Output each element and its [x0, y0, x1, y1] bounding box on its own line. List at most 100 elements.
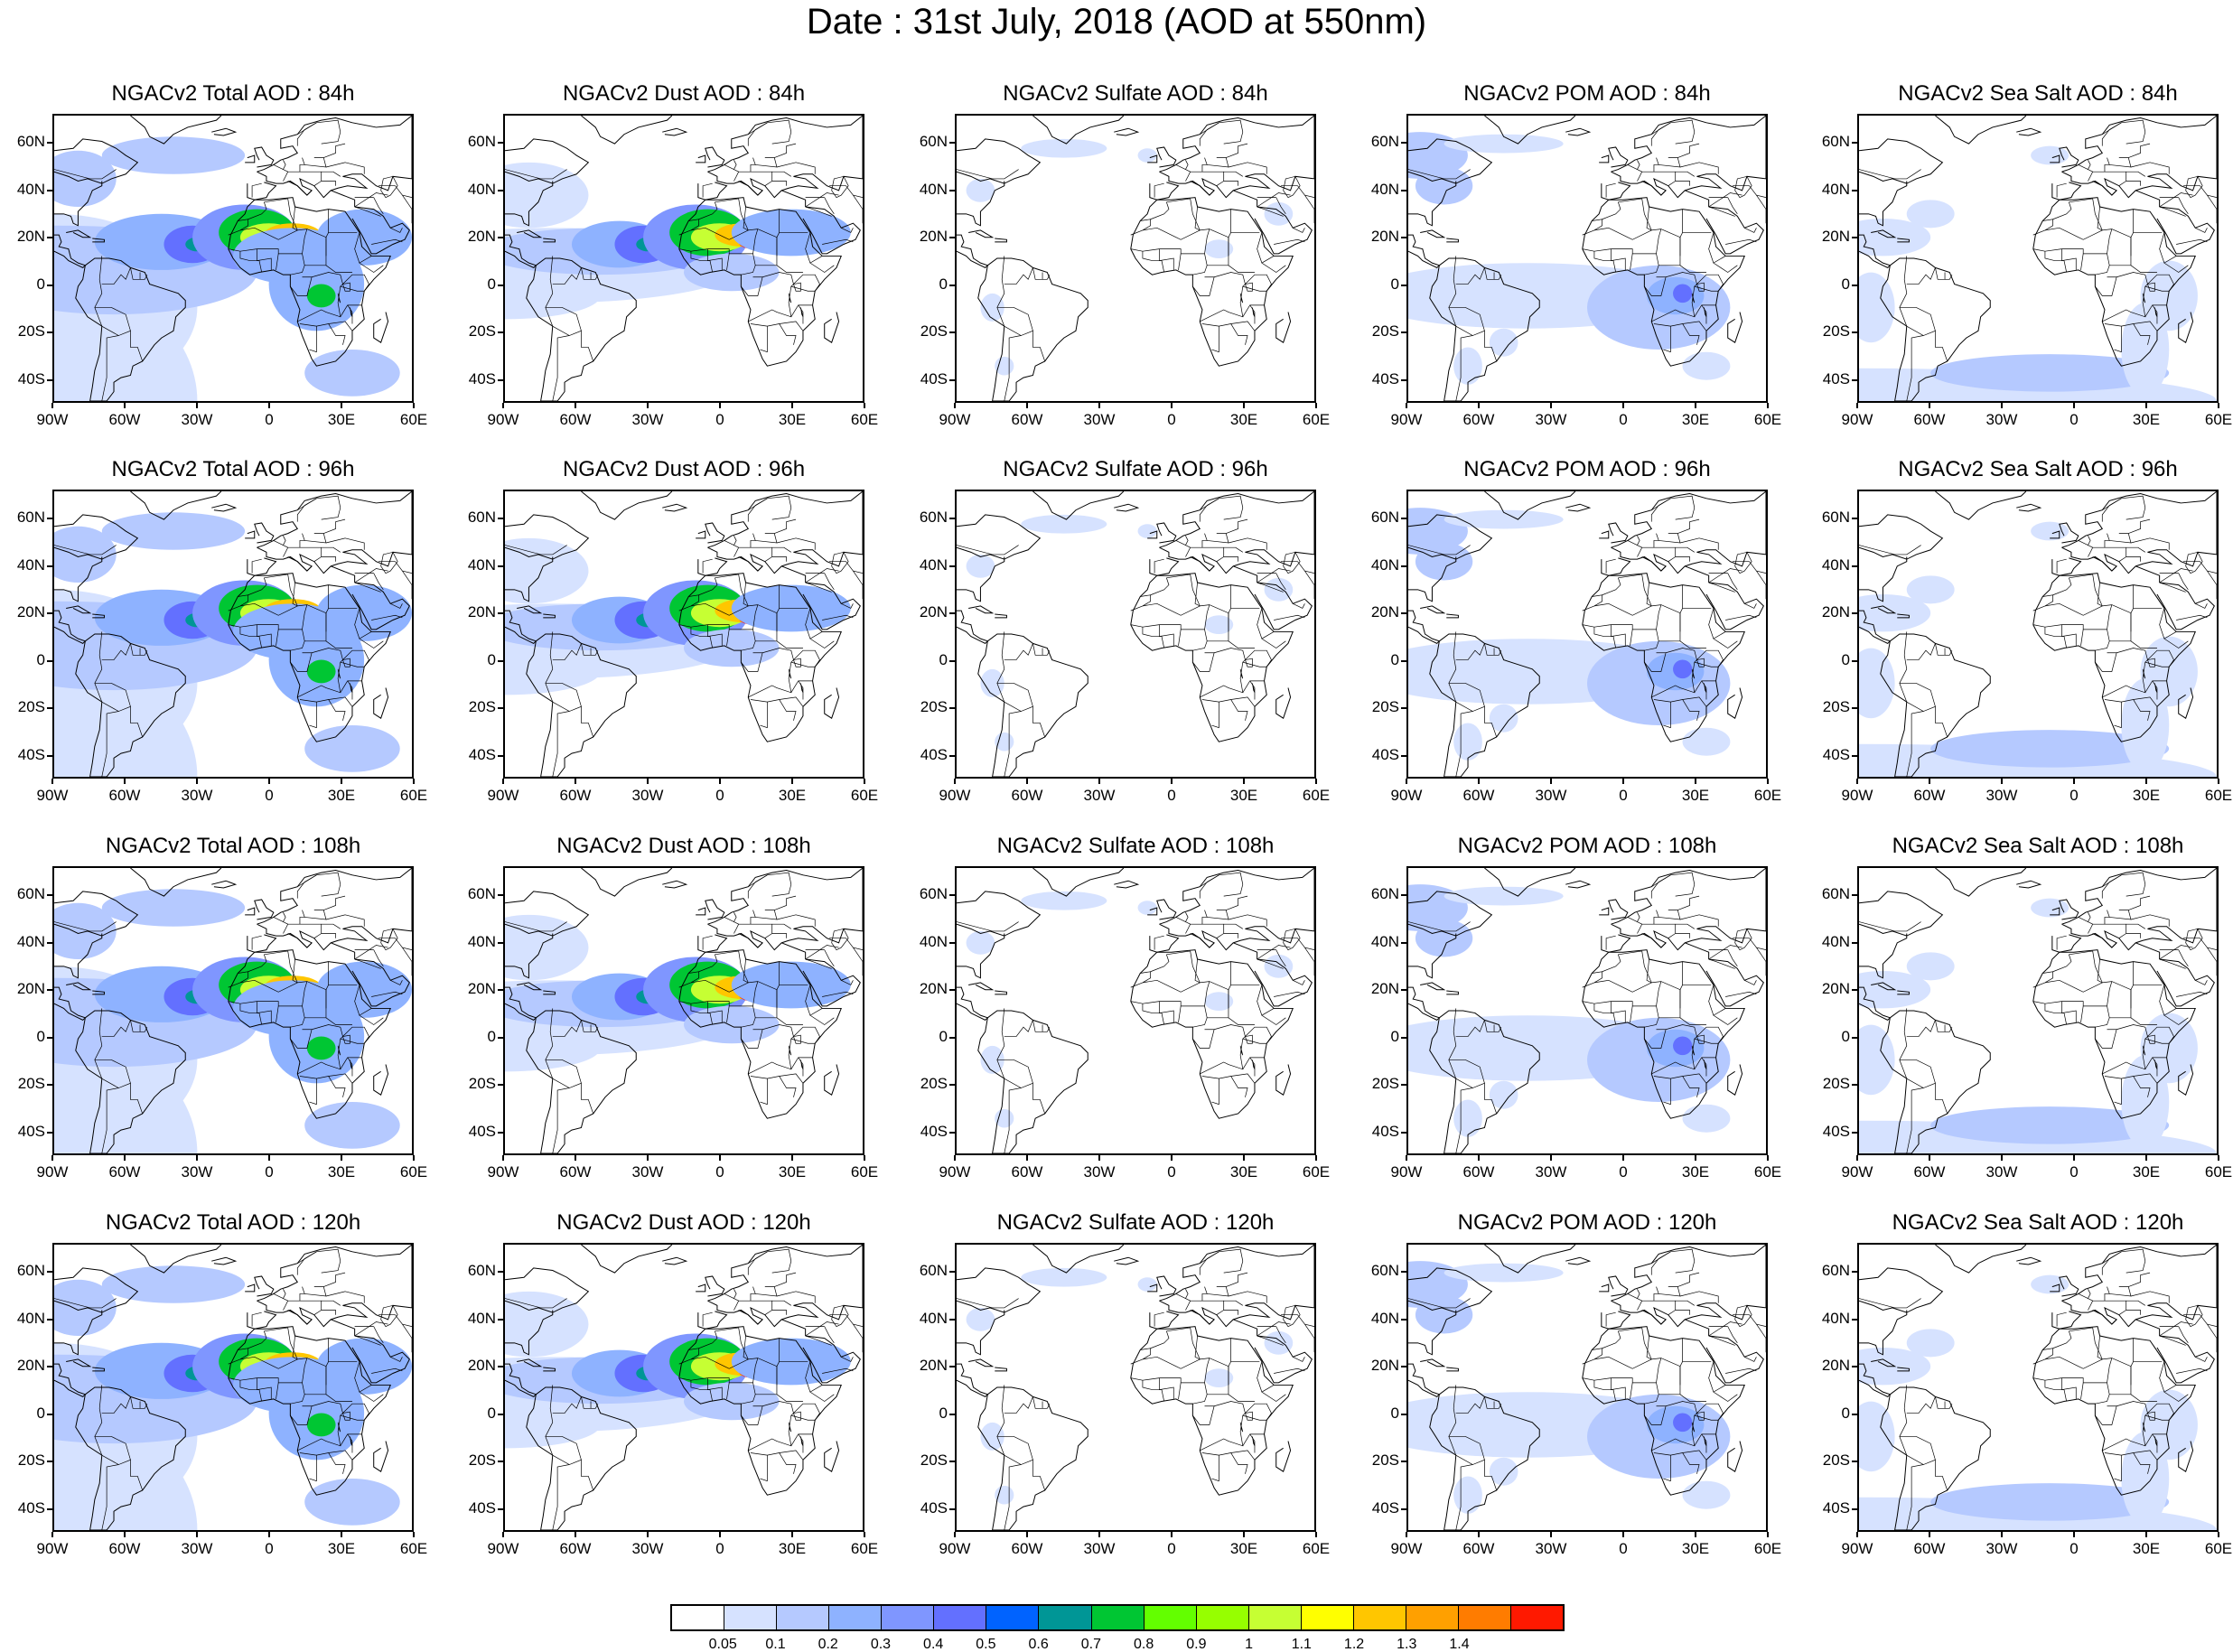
country-border	[1675, 171, 1695, 177]
aod-shading	[1204, 239, 1234, 258]
country-border	[1214, 1401, 1246, 1414]
lat-tick-label: 40N	[1370, 932, 1399, 950]
country-border	[1630, 1382, 1633, 1399]
country-border	[1226, 895, 1248, 910]
country-border	[1701, 304, 1707, 324]
country-border	[957, 921, 1019, 932]
lat-tick	[1401, 707, 1406, 710]
country-border	[678, 624, 777, 642]
country-border	[1484, 643, 1495, 656]
coastline	[373, 1064, 389, 1096]
country-border	[299, 321, 353, 331]
coastline	[1130, 1326, 1294, 1496]
coastline	[351, 1335, 410, 1384]
country-border	[1190, 1286, 1208, 1302]
lat-tick-label: 0	[939, 650, 948, 668]
map-frame	[1406, 114, 1768, 403]
country-border	[1192, 1029, 1215, 1049]
panel-title: NGACv2 Total AOD : 108h	[105, 834, 361, 858]
lon-tick	[1478, 1532, 1480, 1537]
country-border	[1679, 914, 1719, 927]
country-border	[328, 1076, 346, 1097]
aod-shading	[304, 1479, 400, 1526]
lon-tick-label: 30E	[1681, 787, 1710, 804]
coastline	[696, 907, 706, 916]
lon-tick	[413, 1155, 415, 1161]
coastline	[1275, 687, 1292, 719]
country-border	[591, 1027, 599, 1032]
country-border	[726, 629, 730, 646]
lon-tick-label: 90W	[487, 1540, 519, 1557]
country-border	[505, 1298, 567, 1309]
coastline	[54, 234, 87, 268]
country-border	[2102, 119, 2146, 145]
lat-tick	[1852, 565, 1857, 567]
country-border	[321, 546, 341, 553]
country-border	[1228, 537, 1267, 550]
lat-tick	[498, 189, 503, 191]
lon-tick	[575, 779, 576, 784]
lake-outline	[1283, 928, 1301, 951]
coastline	[1156, 899, 1177, 920]
country-border	[94, 1436, 131, 1461]
lake-outline	[2154, 1059, 2158, 1069]
lon-tick-label: 30E	[327, 787, 356, 804]
coastline	[1130, 949, 1294, 1119]
map-frame	[52, 114, 414, 403]
aod-shading	[2031, 898, 2069, 918]
coastline	[1032, 491, 1125, 520]
lon-tick	[719, 1532, 721, 1537]
coastline	[331, 190, 356, 208]
coastline	[66, 982, 92, 991]
aod-shading	[1415, 166, 1473, 205]
country-border	[1899, 256, 1908, 327]
lat-tick-label: 20N	[1370, 228, 1399, 246]
country-border	[359, 1014, 384, 1025]
country-border	[2159, 1335, 2186, 1346]
coastline	[1190, 933, 1215, 948]
lon-tick	[1406, 403, 1407, 408]
lon-tick	[124, 1155, 126, 1161]
aod-shading	[1264, 954, 1294, 978]
country-border	[1744, 1357, 1757, 1362]
lat-tick	[498, 237, 503, 239]
country-border	[378, 561, 412, 574]
country-border	[1293, 1357, 1305, 1362]
country-border	[790, 680, 813, 693]
coastline	[1871, 605, 1897, 614]
country-border	[552, 1454, 594, 1491]
lon-tick	[864, 1532, 865, 1537]
coastline	[1484, 116, 1576, 145]
coastline	[1859, 138, 1944, 184]
country-border	[1130, 971, 1151, 988]
country-border	[264, 950, 288, 956]
country-border	[750, 321, 804, 331]
country-border	[94, 256, 103, 327]
lon-tick-label: 60E	[1753, 1163, 1782, 1181]
country-border	[1484, 267, 1495, 280]
country-border	[1708, 608, 1726, 639]
country-border	[2163, 1014, 2189, 1025]
country-border	[1192, 1017, 1208, 1028]
lon-tick-label: 60E	[399, 1540, 428, 1557]
country-border	[996, 1385, 1005, 1456]
panel-title: NGACv2 Total AOD : 120h	[105, 1210, 361, 1235]
lat-tick-label: 40S	[468, 745, 496, 763]
country-border	[1130, 594, 1151, 611]
country-border	[1178, 629, 1182, 646]
country-border	[1656, 1358, 1662, 1383]
country-border	[741, 276, 763, 296]
coastline	[1429, 1010, 1540, 1153]
country-border	[2092, 198, 2103, 231]
lon-tick	[2218, 403, 2219, 408]
country-border	[1230, 961, 1260, 985]
coastline	[1159, 491, 1314, 574]
country-border	[552, 711, 570, 777]
country-border	[1899, 631, 1908, 703]
country-border	[297, 119, 341, 145]
lat-tick	[498, 378, 503, 381]
lat-tick-label: 60N	[16, 133, 45, 151]
country-border	[101, 1396, 131, 1414]
country-border	[325, 162, 365, 174]
country-border	[741, 1029, 763, 1049]
